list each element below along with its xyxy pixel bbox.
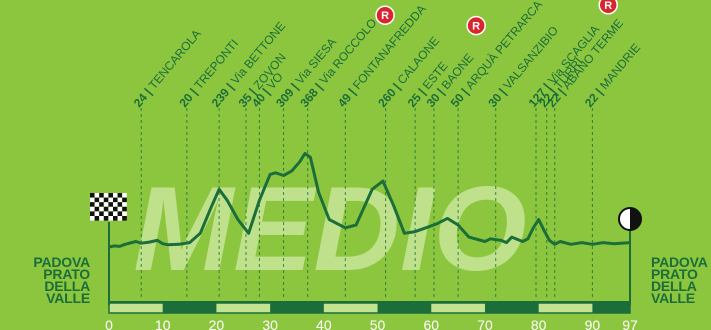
flag-square	[113, 202, 118, 207]
x-tick-label: 97	[622, 317, 638, 330]
flag-square	[99, 202, 104, 207]
flag-square	[122, 206, 127, 212]
flag-square	[90, 193, 95, 198]
x-tick-label: 30	[262, 317, 278, 330]
x-tick-label: 60	[423, 317, 439, 330]
flag-square	[103, 211, 109, 216]
route-badge-icon: R	[598, 0, 618, 15]
x-tick-label: 90	[585, 317, 601, 330]
x-tick-label: 10	[155, 317, 171, 330]
flag-square	[108, 206, 113, 212]
flag-square	[103, 197, 109, 203]
flag-square	[90, 197, 95, 203]
flag-square	[90, 211, 95, 216]
flag-square	[108, 211, 113, 216]
flag-square	[103, 206, 109, 212]
elevation-profile-line	[108, 152, 631, 249]
flag-square	[99, 193, 104, 198]
finish-circle-icon	[618, 207, 642, 231]
flag-square	[122, 216, 127, 221]
checkered-flag-icon	[90, 193, 127, 221]
flag-square	[122, 197, 127, 203]
distance-segment	[270, 303, 324, 313]
flag-square	[113, 216, 118, 221]
flag-square	[117, 202, 123, 207]
flag-square	[103, 202, 109, 207]
flag-square	[103, 193, 109, 198]
route-badge-icon: R	[375, 5, 395, 25]
flag-square	[122, 211, 127, 216]
flag-square	[94, 197, 100, 203]
x-tick-label: 50	[370, 317, 386, 330]
x-tick-label: 20	[209, 317, 225, 330]
flag-square	[94, 193, 100, 198]
flag-square	[99, 211, 104, 216]
flag-square	[122, 202, 127, 207]
flag-square	[122, 193, 127, 198]
badge-letter: R	[381, 10, 389, 22]
x-tick-label: 40	[316, 317, 332, 330]
flag-square	[108, 193, 113, 198]
flag-square	[108, 197, 113, 203]
flag-square	[99, 206, 104, 212]
badge-circle	[466, 15, 486, 36]
flag-square	[117, 193, 123, 198]
flag-square	[94, 211, 100, 216]
finish-location: PADOVA PRATO DELLA VALLE	[651, 254, 708, 306]
flag-square	[90, 206, 95, 212]
flag-square	[117, 197, 123, 203]
flag-square	[113, 197, 118, 203]
flag-square	[99, 216, 104, 221]
flag-square	[113, 211, 118, 216]
flag-square	[99, 197, 104, 203]
distance-segment	[484, 303, 539, 313]
route-badge-icon: R	[466, 15, 486, 36]
flag-square	[94, 202, 100, 207]
badge-circle	[375, 5, 395, 25]
badge-circle	[598, 0, 618, 15]
start-location: PADOVA PRATO DELLA VALLE	[33, 254, 90, 306]
distance-segment	[162, 303, 217, 313]
finish-half	[630, 208, 641, 230]
distance-segment	[592, 303, 630, 313]
flag-square	[90, 216, 95, 221]
x-tick-label: 70	[477, 317, 493, 330]
badge-letter: R	[472, 21, 480, 33]
flag-square	[103, 216, 109, 221]
flag-square	[117, 211, 123, 216]
flag-square	[113, 193, 118, 198]
flag-square	[94, 206, 100, 212]
distance-segment	[377, 303, 432, 313]
chart-title: MEDIO	[133, 162, 526, 296]
flag-square	[90, 202, 95, 207]
flag-square	[117, 206, 123, 212]
flag-square	[113, 206, 118, 212]
flag-square	[108, 216, 113, 221]
flag-square	[117, 216, 123, 221]
x-tick-label: 80	[531, 317, 547, 330]
x-tick-label: 0	[105, 317, 113, 330]
badge-letter: R	[604, 0, 612, 12]
flag-square	[108, 202, 113, 207]
flag-square	[94, 216, 100, 221]
